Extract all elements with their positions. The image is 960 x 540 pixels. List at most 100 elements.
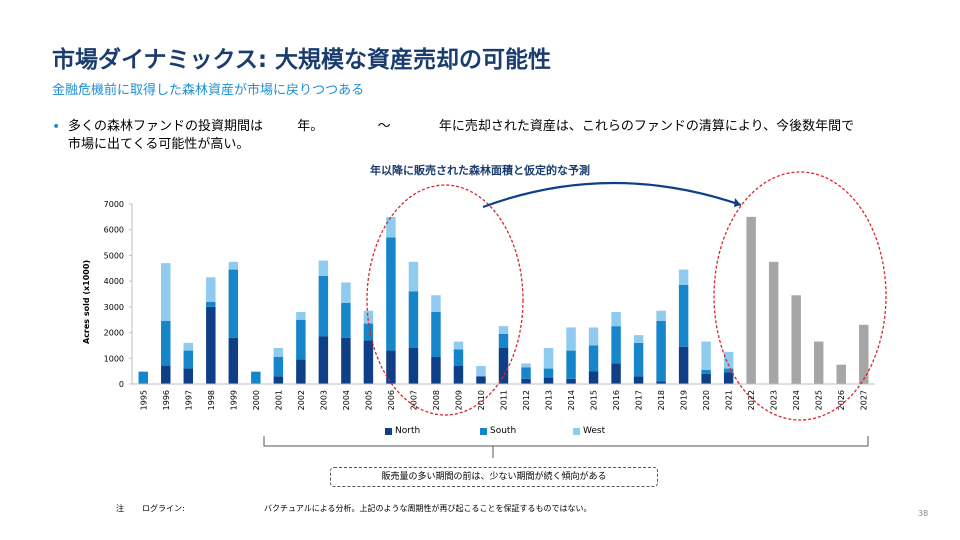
- bullet-line-2: 市場に出てくる可能性が高い。: [68, 137, 250, 152]
- x-tick-label: 2017: [635, 390, 644, 410]
- x-tick-label: 1996: [162, 390, 171, 410]
- x-tick-label: 1998: [207, 390, 216, 410]
- bar-south-2003: [318, 276, 329, 337]
- bar-north-2010: [476, 376, 486, 384]
- bar-north-2002: [296, 359, 306, 384]
- bar-north-2004: [341, 337, 351, 384]
- bar-south-1997: [183, 350, 194, 369]
- y-tick-label: 2000: [104, 329, 124, 338]
- bar-south-2015: [588, 345, 599, 372]
- period-bracket: [263, 436, 869, 458]
- bar-north-2019: [678, 346, 689, 384]
- legend-label-north: North: [395, 426, 421, 436]
- bar-north-2020: [701, 373, 711, 384]
- bar-west-2010: [476, 366, 486, 377]
- bar-north-1999: [228, 337, 239, 384]
- bar-south-1995: [138, 371, 148, 384]
- bullet-text-part4: 年に売却された資産は、これらのファンドの清算により、今後数年間で: [438, 119, 855, 134]
- x-tick-label: 1999: [229, 390, 238, 410]
- bar-west-1997: [183, 342, 194, 351]
- x-tick-label: 2010: [477, 390, 486, 410]
- bar-north-2003: [318, 336, 329, 384]
- projection-arrow: [482, 181, 742, 209]
- x-tick-label: 2019: [680, 390, 689, 410]
- slide-subtitle: 金融危機前に取得した森林資産が市場に戻りつつある: [52, 83, 365, 98]
- bar-north-2006: [386, 350, 396, 384]
- bar-north-2008: [431, 357, 441, 384]
- x-tick-label: 2009: [454, 390, 463, 410]
- bar-south-2011: [498, 333, 509, 348]
- bar-south-2020: [701, 369, 711, 374]
- bar-west-2017: [633, 335, 644, 343]
- bar-north-1996: [161, 366, 171, 384]
- bar-south-2004: [341, 303, 351, 338]
- x-tick-label: 2012: [522, 390, 531, 410]
- bar-west-2020: [701, 341, 711, 370]
- bar-north-2007: [408, 348, 419, 384]
- y-axis: 0 1000 2000 3000 4000 5000 6000 7000: [104, 200, 133, 389]
- highlight-ellipse-forecast: [713, 171, 887, 421]
- x-tick-label: 2014: [567, 390, 576, 410]
- bar-west-2001: [273, 348, 284, 357]
- bar-north-2013: [543, 377, 554, 384]
- bars-layer: [138, 216, 869, 384]
- slide-title: 市場ダイナミックス: 大規模な資産売却の可能性: [52, 47, 552, 73]
- x-tick-label: 2008: [432, 390, 441, 410]
- bar-forecast-2026: [836, 364, 846, 384]
- bar-north-2009: [453, 366, 464, 384]
- bar-south-2002: [296, 319, 306, 360]
- bar-north-2001: [273, 376, 284, 384]
- bar-west-2009: [453, 341, 464, 350]
- x-tick-label: 2005: [364, 390, 373, 410]
- x-tick-label: 2021: [725, 390, 734, 410]
- bar-south-1998: [206, 301, 216, 307]
- bar-south-2005: [363, 323, 374, 341]
- bar-south-1999: [228, 269, 239, 338]
- bar-north-2021: [723, 372, 734, 384]
- bullet-text-part2: 年。: [297, 119, 324, 134]
- y-axis-label: Acres sold (x1000): [82, 260, 91, 344]
- x-tick-label: 2025: [815, 390, 824, 410]
- bar-west-2004: [341, 282, 351, 303]
- x-tick-label: 1995: [139, 390, 148, 410]
- bar-south-2018: [656, 321, 666, 382]
- x-tick-label: 2007: [409, 390, 418, 410]
- bar-north-2018: [656, 381, 666, 384]
- y-tick-label: 3000: [104, 303, 124, 312]
- bar-south-2016: [611, 326, 621, 364]
- legend-swatch-west: [573, 427, 580, 435]
- x-tick-label: 2023: [770, 390, 779, 410]
- bar-west-2019: [678, 269, 689, 285]
- bar-north-2017: [633, 376, 644, 384]
- bar-west-2016: [611, 312, 621, 327]
- x-tick-label: 2002: [297, 390, 306, 410]
- y-tick-label: 4000: [104, 277, 124, 286]
- bar-west-2015: [588, 327, 599, 346]
- bar-forecast-2022: [746, 216, 756, 384]
- bar-forecast-2027: [859, 324, 869, 384]
- bar-north-2012: [521, 378, 531, 384]
- x-tick-label: 2013: [545, 390, 554, 410]
- bar-south-2000: [251, 371, 261, 384]
- bar-west-2005: [363, 310, 374, 324]
- legend-label-south: South: [490, 426, 517, 436]
- bar-south-2021: [723, 368, 734, 373]
- y-tick-label: 6000: [104, 226, 124, 235]
- x-tick-label: 2001: [274, 390, 283, 410]
- x-tick-label: 2006: [387, 390, 396, 410]
- x-tick-label: 2015: [590, 390, 599, 410]
- bar-north-2014: [566, 378, 576, 384]
- bar-south-2014: [566, 350, 576, 379]
- bar-south-2008: [431, 312, 441, 357]
- bar-forecast-2024: [791, 295, 801, 384]
- x-tick-label: 2004: [342, 390, 351, 410]
- bar-west-2018: [656, 310, 666, 321]
- bar-north-1998: [206, 306, 216, 384]
- bar-west-2012: [521, 363, 531, 368]
- bar-south-1996: [161, 321, 171, 366]
- x-axis: 1995 1996 1997 1998 1999 2000 2001 2002 2003 2004…: [132, 383, 875, 410]
- page-number: 38: [918, 509, 929, 518]
- x-tick-label: 2026: [837, 390, 846, 410]
- bar-south-2012: [521, 367, 531, 379]
- bar-north-2016: [611, 363, 621, 384]
